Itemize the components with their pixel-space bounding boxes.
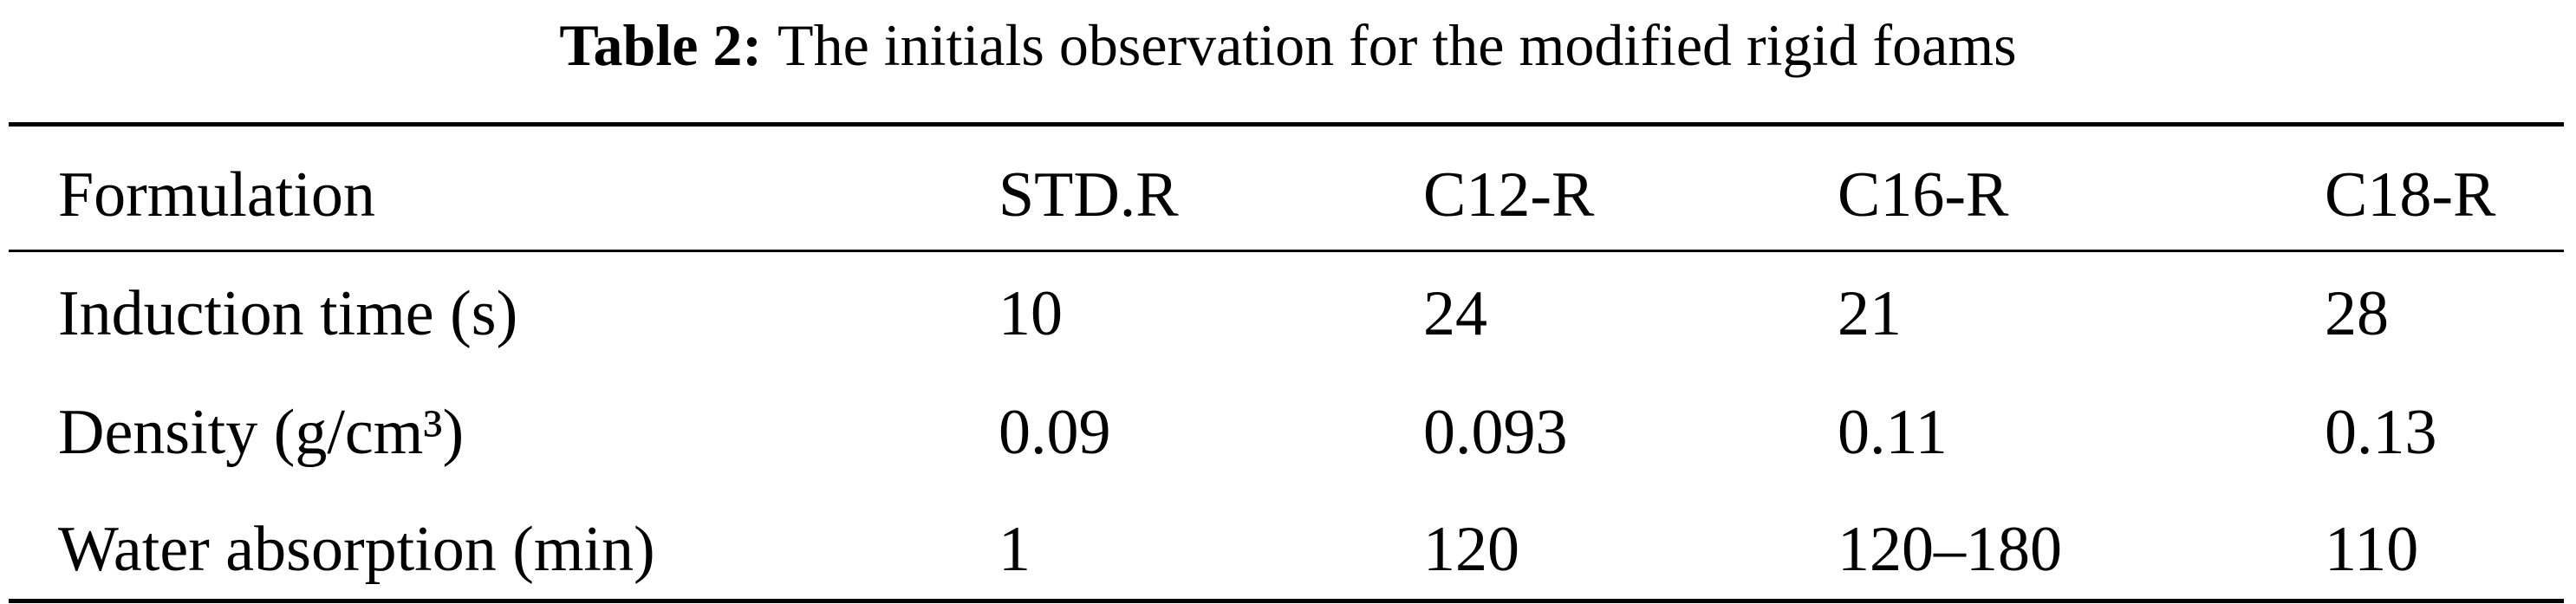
header-cell: C16-R xyxy=(1838,159,2009,231)
table-cell: 120 xyxy=(1423,514,1519,585)
header-cell: C12-R xyxy=(1423,159,1595,231)
bottom-rule xyxy=(9,599,2564,603)
table-cell: 0.093 xyxy=(1423,397,1568,468)
row-label: Induction time (s) xyxy=(58,278,518,349)
table-label: Table 2: xyxy=(559,12,763,78)
row-label: Water absorption (min) xyxy=(58,514,655,585)
table-title: Table 2: The initials observation for the… xyxy=(0,10,2576,80)
table-cell: 120–180 xyxy=(1838,514,2062,585)
header-cell: Formulation xyxy=(58,159,375,231)
table-cell: 24 xyxy=(1423,278,1487,349)
table-cell: 21 xyxy=(1838,278,1902,349)
header-cell: C18-R xyxy=(2325,159,2496,231)
table-caption: The initials observation for the modifie… xyxy=(777,12,2017,78)
header-rule xyxy=(9,250,2564,252)
header-cell: STD.R xyxy=(999,159,1179,231)
table-cell: 28 xyxy=(2325,278,2389,349)
row-label: Density (g/cm³) xyxy=(58,397,465,468)
table-cell: 0.09 xyxy=(999,397,1111,468)
table-cell: 10 xyxy=(999,278,1063,349)
top-rule xyxy=(9,122,2564,127)
table-cell: 110 xyxy=(2325,514,2419,585)
table-cell: 0.11 xyxy=(1838,397,1948,468)
table-cell: 1 xyxy=(999,514,1031,585)
table-cell: 0.13 xyxy=(2325,397,2437,468)
